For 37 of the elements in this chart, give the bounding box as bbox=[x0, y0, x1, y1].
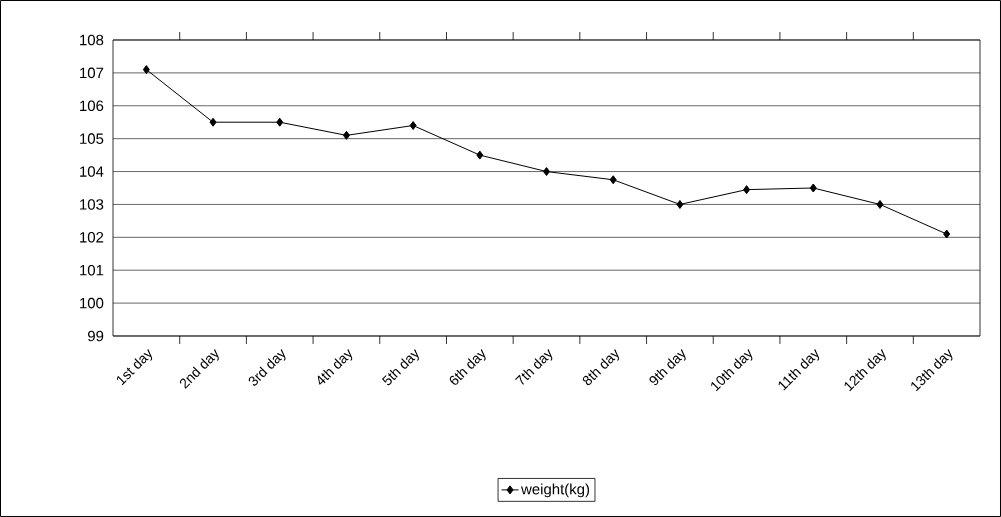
y-tick-label: 107 bbox=[80, 67, 104, 79]
x-tick-label: 13th day bbox=[911, 349, 953, 392]
x-tick-label: 9th day bbox=[649, 349, 686, 386]
x-tick-label: 7th day bbox=[515, 349, 553, 385]
point bbox=[142, 65, 150, 75]
y-tick-label: 108 bbox=[80, 34, 104, 46]
x-tick-label: 8th day bbox=[582, 349, 620, 386]
point bbox=[409, 121, 417, 131]
x-tick-label: 10th day bbox=[711, 349, 753, 392]
x-tick-label: 2nd day bbox=[179, 349, 219, 389]
point bbox=[543, 167, 551, 177]
point bbox=[609, 175, 617, 185]
point bbox=[342, 130, 350, 140]
y-tick-label: 106 bbox=[80, 100, 104, 112]
x-tick-label: 4th day bbox=[317, 349, 353, 385]
point bbox=[209, 117, 217, 127]
point bbox=[876, 199, 884, 209]
y-tick-label: 103 bbox=[80, 199, 104, 210]
y-tick-label: 104 bbox=[80, 166, 104, 177]
y-tick-label: 105 bbox=[80, 133, 104, 144]
y-tick-label: 99 bbox=[87, 330, 104, 342]
x-tick-label: 6th day bbox=[449, 349, 486, 385]
y-tick-label: 101 bbox=[80, 264, 104, 276]
legend-label: weight(kg) bbox=[521, 483, 590, 498]
point bbox=[676, 199, 684, 209]
x-tick-label: 12th day bbox=[844, 349, 886, 392]
point bbox=[809, 183, 817, 193]
point bbox=[943, 229, 951, 239]
y-tick-label: 102 bbox=[80, 232, 104, 243]
x-tick-label: 3rd day bbox=[248, 349, 286, 386]
x-tick-label: 1st day bbox=[116, 349, 153, 386]
x-tick-label: 11th day bbox=[778, 349, 820, 391]
x-tick-label: 5th day bbox=[381, 349, 419, 386]
y-tick-label: 100 bbox=[80, 297, 104, 309]
point bbox=[476, 150, 484, 160]
point bbox=[276, 117, 284, 127]
point bbox=[743, 185, 751, 195]
